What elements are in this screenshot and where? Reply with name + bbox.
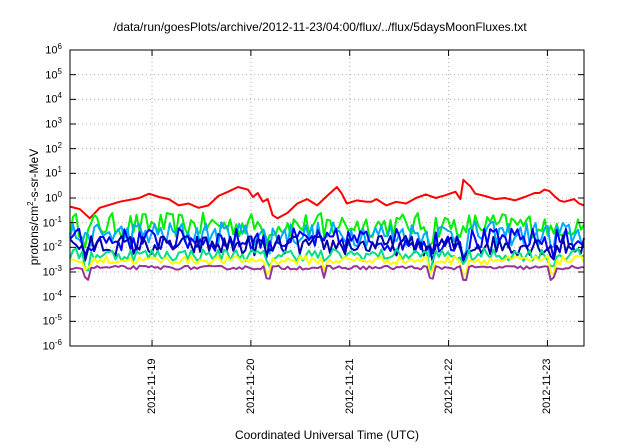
y-tick-label: 104 [45,91,62,106]
x-tick-label: 2012-11-20 [244,358,257,414]
y-tick-label: 102 [45,140,62,156]
series-line [69,264,585,282]
tick-layer [70,49,584,347]
chart-title: /data/run/goesPlots/archive/2012-11-23/0… [113,20,527,34]
y-tick-label: 10-3 [42,264,62,279]
series-line [69,227,585,263]
x-tick-label: 2012-11-19 [146,358,159,414]
series-line [69,247,585,274]
y-tick-label: 10-2 [42,239,62,254]
series-line [69,178,585,220]
y-axis-label: protons/cm2-s-sr-MeV [26,148,41,266]
y-tick-label: 10-6 [42,338,62,353]
series-line [69,254,585,277]
y-tick-label: 101 [45,165,62,180]
y-tick-label: 103 [45,116,62,131]
x-axis-label: Coordinated Universal Time (UTC) [234,428,420,442]
x-tick-label: 2012-11-23 [541,358,554,414]
y-tick-label: 106 [45,42,62,57]
y-tick-label: 10-5 [42,313,62,328]
y-tick-label: 105 [45,66,62,82]
series-line [69,234,585,264]
x-tick-label: 2012-11-21 [343,358,356,414]
series-layer [69,178,585,282]
y-tick-label: 10-1 [42,214,62,230]
y-tick-label: 10-4 [42,288,62,304]
x-tick-label: 2012-11-22 [442,358,455,414]
y-tick-label: 100 [45,190,62,205]
